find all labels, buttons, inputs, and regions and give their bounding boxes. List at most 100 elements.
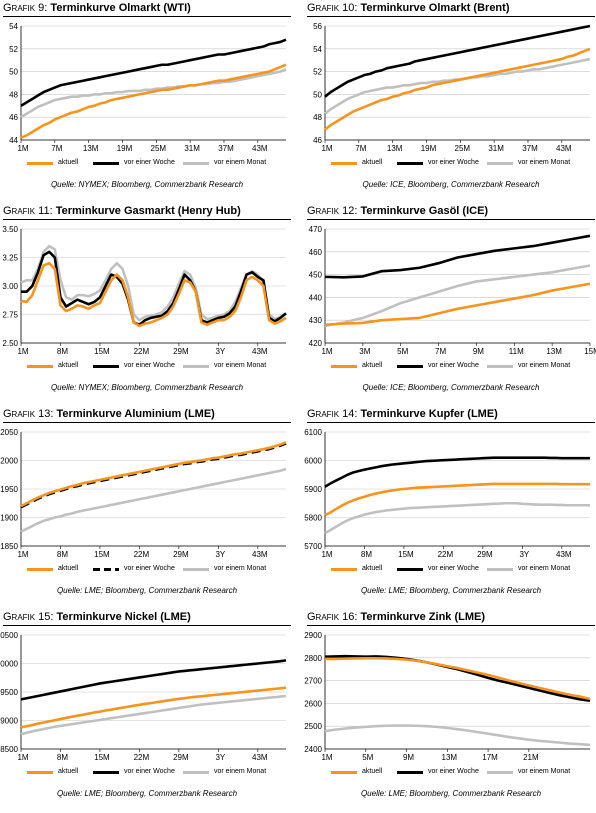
series-line-vor-einer-woche — [21, 250, 287, 327]
y-tick-label: 470 — [309, 225, 323, 234]
legend-label: vor einem Monat — [518, 565, 571, 572]
chart-number: Grafik 15: — [3, 611, 54, 623]
x-tick-label: 21M — [523, 753, 539, 762]
legend-swatch — [93, 162, 119, 165]
x-tick-label: 8M — [361, 550, 372, 559]
legend-label: vor einem Monat — [518, 768, 571, 775]
chart-panel-11: Grafik 11: Terminkurve Gasmarkt (Henry H… — [2, 205, 291, 407]
chart-number: Grafik 10: — [307, 2, 358, 14]
x-tick-label: 1M — [321, 347, 332, 356]
chart-legend: aktuell vor einer Woche vor einem Monat — [307, 766, 595, 778]
x-tick-label: 3Y — [519, 550, 529, 559]
x-tick-label: 5M — [362, 753, 373, 762]
legend-swatch — [183, 162, 209, 165]
legend-swatch — [331, 568, 357, 571]
y-tick-label: 10000 — [0, 660, 19, 669]
chart-title-text: Terminkurve Olmarkt (Brent) — [360, 2, 510, 14]
series-line-aktuell — [20, 441, 287, 508]
chart-title: Grafik 10: Terminkurve Olmarkt (Brent) — [307, 2, 509, 14]
legend-swatch — [487, 771, 513, 774]
source-note: Quelle: ICE, Bloomberg, Commerzbank Rese… — [362, 180, 540, 189]
legend-swatch — [27, 568, 53, 571]
series-line-vor-einer-woche — [324, 24, 591, 98]
x-tick-label: 11M — [509, 347, 524, 356]
x-tick-label: 17M — [482, 753, 498, 762]
legend-swatch — [331, 162, 357, 165]
y-tick-label: 5900 — [304, 485, 322, 494]
x-tick-label: 3M — [359, 347, 370, 356]
x-tick-label: 25M — [151, 144, 167, 153]
x-tick-label: 1M — [17, 144, 28, 153]
x-tick-label: 1M — [17, 347, 28, 356]
series-line-aktuell — [324, 47, 591, 131]
y-tick-label: 48 — [9, 90, 18, 99]
chart-number: Grafik 13: — [3, 408, 54, 420]
chart-panel-12: Grafik 12: Terminkurve Gasöl (ICE) 420 430… — [307, 205, 596, 407]
legend-label: vor einer Woche — [124, 159, 175, 166]
x-tick-label: 43M — [252, 550, 268, 559]
y-tick-label: 50 — [9, 68, 18, 77]
y-tick-label: 3.50 — [2, 225, 18, 234]
y-tick-label: 10500 — [0, 631, 19, 640]
legend-swatch — [183, 568, 209, 571]
x-tick-label: 13M — [83, 144, 99, 153]
y-tick-label: 9500 — [0, 688, 18, 697]
x-tick-label: 25M — [455, 144, 471, 153]
legend-label: vor einem Monat — [518, 362, 571, 369]
legend-swatch — [93, 568, 119, 571]
title-rule — [3, 625, 291, 626]
y-tick-label: 2400 — [304, 745, 322, 754]
chart-panel-9: Grafik 9: Terminkurve Olmarkt (WTI) 44 46 4… — [3, 2, 291, 204]
x-tick-label: 37M — [522, 144, 538, 153]
legend-label: aktuell — [58, 159, 79, 166]
source-note: Quelle: NYMEX; Bloomberg, Commerzbank Re… — [50, 383, 244, 392]
legend-label: aktuell — [362, 362, 383, 369]
chart-number: Grafik 14: — [307, 408, 358, 420]
x-tick-label: 22M — [134, 753, 150, 762]
y-tick-label: 52 — [313, 68, 322, 77]
legend-label: aktuell — [362, 768, 383, 775]
y-tick-label: 54 — [313, 45, 322, 54]
legend-swatch — [487, 162, 513, 165]
x-tick-label: 43M — [252, 347, 268, 356]
chart-title: Grafik 16: Terminkurve Zink (LME) — [307, 611, 485, 623]
series-line-vor-einer-woche — [324, 234, 591, 279]
legend-swatch — [397, 568, 423, 571]
y-tick-label: 2700 — [304, 677, 322, 686]
legend-swatch — [183, 365, 209, 368]
y-tick-label: 2900 — [304, 631, 322, 640]
chart-title-text: Terminkurve Nickel (LME) — [56, 611, 191, 623]
x-tick-label: 43M — [252, 753, 268, 762]
x-tick-label: 29M — [477, 550, 493, 559]
chart-legend: aktuell vor einer Woche vor einem Monat — [3, 157, 291, 169]
legend-label: vor einem Monat — [214, 768, 267, 775]
series-line-vor-einer-woche — [324, 456, 590, 488]
y-tick-label: 44 — [9, 136, 18, 145]
y-tick-label: 2800 — [304, 654, 322, 663]
chart-title: Grafik 15: Terminkurve Nickel (LME) — [3, 611, 191, 623]
line-chart: 2.50 2.75 3.00 3.25 3.50 1M 8M 15M 22M 29M 3Y 43M — [2, 225, 287, 356]
line-chart: 46 48 50 52 54 56 1M 7M 13M 19M 25M 31M 37M 43M — [313, 22, 591, 153]
legend-swatch — [183, 771, 209, 774]
legend-label: vor einer Woche — [124, 768, 175, 775]
series-line-vor-einem-monat — [324, 724, 591, 747]
x-tick-label: 15M — [398, 550, 414, 559]
title-rule — [3, 219, 291, 220]
x-tick-label: 31M — [184, 144, 200, 153]
legend-swatch — [27, 162, 53, 165]
x-tick-label: 8M — [57, 753, 68, 762]
x-tick-label: 1M — [321, 753, 332, 762]
x-tick-label: 15M — [94, 550, 110, 559]
x-tick-label: 29M — [173, 550, 189, 559]
source-note: Quelle: ICE; Bloomberg, Commerzbank Rese… — [362, 383, 540, 392]
y-tick-label: 2500 — [304, 722, 322, 731]
x-tick-label: 43M — [556, 550, 572, 559]
y-tick-label: 54 — [9, 22, 18, 31]
line-chart: 420 430 440 450 460 470 1M 3M 5M 7M 9M 11M 13M 15M — [309, 225, 596, 356]
legend-label: vor einer Woche — [124, 362, 175, 369]
series-line-aktuell — [20, 63, 287, 139]
chart-title: Grafik 14: Terminkurve Kupfer (LME) — [307, 408, 498, 420]
legend-swatch — [331, 771, 357, 774]
x-tick-label: 19M — [421, 144, 437, 153]
legend-swatch — [93, 365, 119, 368]
